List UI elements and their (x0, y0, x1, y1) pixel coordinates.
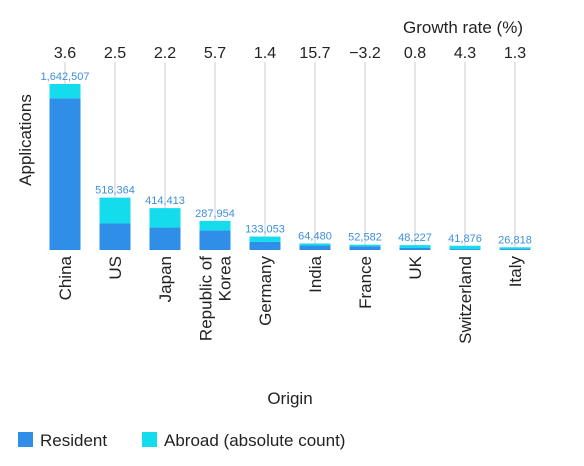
bar-abroad (399, 245, 431, 248)
category-label: Switzerland (456, 256, 475, 344)
category-label: Republic of (197, 256, 216, 341)
bar-resident (249, 241, 281, 250)
growth-rate-value: 15.7 (299, 45, 330, 62)
growth-rate-value: 3.6 (54, 45, 76, 62)
growth-rate-value: −3.2 (349, 45, 381, 62)
data-label: 48,227 (398, 232, 432, 244)
bar-abroad (199, 220, 231, 231)
bar-resident (149, 227, 181, 250)
bar-resident (349, 246, 381, 250)
category-label: UK (406, 255, 425, 279)
bar-abroad (49, 84, 81, 99)
bar-abroad (299, 243, 331, 246)
bar-resident (99, 223, 131, 250)
legend-label: Resident (40, 431, 107, 450)
legend-swatch (142, 432, 157, 447)
category-labels: China US Japan Republic of Korea Germany India… (56, 255, 525, 344)
category-label: Korea (216, 255, 235, 301)
bar-resident (499, 249, 531, 250)
growth-rate-value: 1.4 (254, 45, 276, 62)
category-label: Japan (156, 256, 175, 302)
data-label: 414,413 (145, 195, 185, 207)
data-labels: 1,642,507 518,364 414,413 287,954 133,053 64,… (41, 71, 532, 246)
growth-rate-value: 0.8 (404, 45, 426, 62)
growth-rate-row: 3.6 2.5 2.2 5.7 1.4 15.7 −3.2 0.8 4.3 1.3 (54, 45, 526, 62)
legend-swatch (18, 432, 33, 447)
category-label: India (306, 255, 325, 292)
category-label: Germany (256, 256, 275, 326)
data-label: 287,954 (195, 208, 235, 220)
y-axis-title: Applications (16, 94, 35, 186)
growth-rate-value: 2.2 (154, 45, 176, 62)
bar-abroad (449, 245, 481, 250)
bar-resident (199, 230, 231, 250)
category-label: Italy (506, 256, 525, 288)
growth-rate-value: 2.5 (104, 45, 126, 62)
data-label: 1,642,507 (41, 71, 90, 83)
data-label: 518,364 (95, 185, 135, 197)
bar-resident (449, 249, 481, 250)
data-label: 133,053 (245, 224, 285, 236)
bars (49, 84, 531, 251)
category-label: France (356, 256, 375, 309)
bar-abroad (499, 247, 531, 250)
bar-abroad (99, 197, 131, 224)
category-label: US (106, 256, 125, 280)
growth-rate-value: 1.3 (504, 45, 526, 62)
growth-rate-value: 4.3 (454, 45, 476, 62)
gridlines (64, 62, 516, 250)
legend-label: Abroad (absolute count) (164, 431, 345, 450)
data-label: 26,818 (498, 234, 532, 246)
growth-rate-title: Growth rate (%) (403, 18, 523, 37)
bar-resident (299, 245, 331, 250)
data-label: 52,582 (348, 232, 382, 244)
bar-abroad (349, 244, 381, 247)
bar-abroad (149, 208, 181, 228)
bar-abroad (249, 236, 281, 242)
growth-rate-value: 5.7 (204, 45, 226, 62)
x-axis-title: Origin (267, 389, 312, 408)
bar-resident (49, 98, 81, 251)
bar-resident (399, 247, 431, 250)
data-label: 64,480 (298, 230, 332, 242)
legend: Resident Abroad (absolute count) (18, 431, 345, 450)
data-label: 41,876 (448, 233, 482, 245)
category-label: China (56, 255, 75, 300)
